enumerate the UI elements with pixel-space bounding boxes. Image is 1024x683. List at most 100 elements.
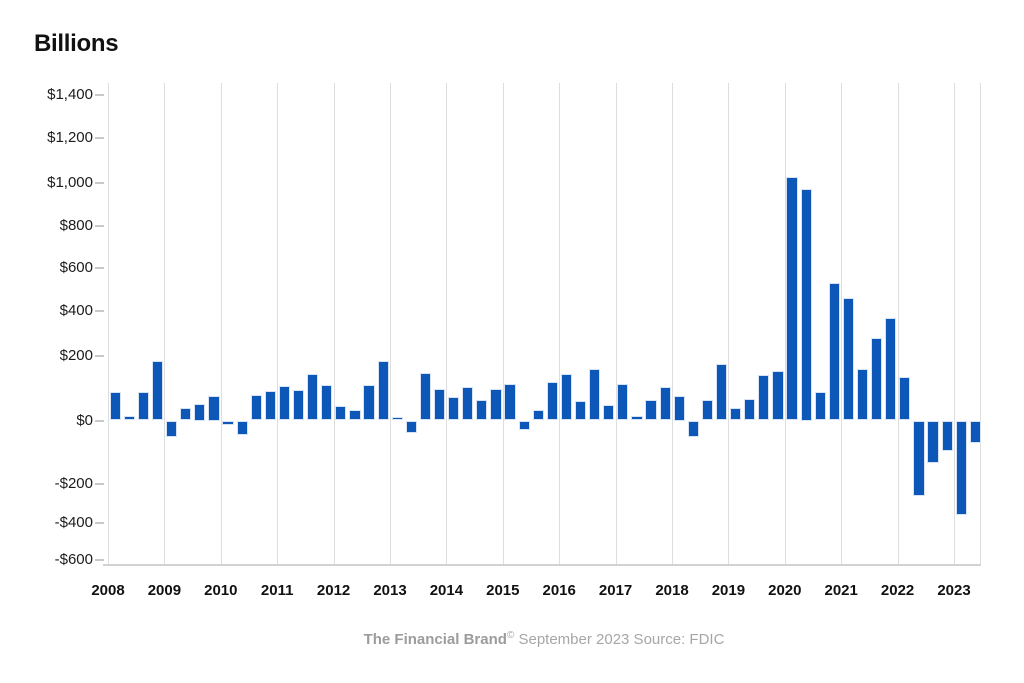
y-axis-tick — [95, 224, 104, 227]
x-axis-year-label: 2022 — [880, 582, 915, 599]
bar-2018-Q3 — [701, 400, 714, 421]
bar-2013-Q3 — [419, 373, 432, 421]
bar-2012-Q2 — [349, 409, 361, 421]
y-axis-tick — [95, 483, 104, 485]
gridline-year — [672, 83, 673, 564]
x-axis-year-label: 2016 — [542, 582, 576, 599]
x-axis-year-label: 2019 — [711, 582, 746, 599]
y-axis-tick — [95, 419, 104, 422]
bar-2020-Q4 — [828, 283, 840, 421]
bar-2021-Q3 — [871, 337, 883, 421]
bar-2011-Q2 — [292, 389, 305, 421]
gridline-year — [954, 83, 955, 564]
gridline-year — [559, 83, 561, 564]
bar-2017-Q1 — [617, 384, 629, 421]
gridline-year — [784, 83, 786, 564]
gridline-year — [446, 83, 448, 564]
bar-2008-Q3 — [137, 392, 150, 421]
bar-2022-Q3 — [927, 420, 939, 464]
bar-2008-Q4 — [151, 360, 164, 421]
x-axis-year-label: 2015 — [486, 582, 520, 599]
x-axis-line — [103, 563, 981, 566]
bar-2012-Q1 — [335, 406, 347, 421]
bar-2016-Q2 — [574, 401, 587, 421]
bar-2015-Q2 — [518, 420, 530, 431]
bar-2012-Q3 — [363, 385, 375, 421]
y-axis-tick — [95, 266, 104, 269]
y-axis-tick — [95, 310, 104, 312]
y-axis-tick-label: -$600 — [54, 551, 93, 568]
bar-2011-Q4 — [321, 384, 333, 421]
gridline-year — [108, 83, 109, 564]
y-axis-tick — [95, 355, 104, 357]
y-axis-tick — [95, 94, 104, 96]
gridline-year — [979, 83, 981, 564]
bar-2020-Q1 — [786, 176, 798, 421]
bar-2019-Q3 — [758, 375, 770, 421]
bar-2011-Q1 — [278, 386, 291, 421]
bar-2023-Q1 — [955, 420, 967, 516]
y-axis-tick — [95, 522, 104, 524]
bar-2016-Q3 — [589, 368, 601, 421]
bar-2021-Q1 — [842, 297, 855, 421]
chart-title: Billions — [34, 30, 119, 57]
bar-2014-Q1 — [448, 396, 460, 421]
bar-2013-Q2 — [405, 420, 417, 433]
y-axis-tick-label: $800 — [59, 216, 93, 234]
x-axis-year-label: 2021 — [824, 582, 858, 599]
footer: The Financial Brand© September 2023 Sour… — [108, 630, 980, 648]
bar-2010-Q1 — [222, 420, 234, 426]
brand-name: The Financial Brand — [363, 631, 507, 648]
y-axis-tick-label: $1,200 — [47, 129, 93, 146]
x-axis-year-label: 2008 — [91, 582, 125, 599]
gridline-year — [615, 83, 617, 564]
bar-2008-Q1 — [109, 392, 121, 421]
x-axis-year-label: 2018 — [655, 582, 689, 599]
bar-2019-Q1 — [730, 408, 742, 421]
y-axis-tick-label: $400 — [59, 302, 93, 319]
bar-2021-Q4 — [885, 318, 897, 421]
bar-2017-Q2 — [631, 415, 643, 421]
bar-2010-Q4 — [264, 391, 276, 421]
bar-2022-Q4 — [941, 420, 953, 451]
x-axis-year-label: 2020 — [768, 582, 802, 599]
bar-2011-Q3 — [307, 374, 319, 421]
y-axis-tick-label: $600 — [59, 258, 93, 276]
bar-2009-Q2 — [180, 407, 192, 421]
bar-2019-Q2 — [744, 399, 756, 421]
y-axis-tick-label: -$200 — [54, 475, 93, 492]
x-axis-year-label: 2009 — [147, 582, 182, 599]
x-axis-year-label: 2011 — [260, 582, 294, 599]
bar-2010-Q3 — [250, 395, 262, 421]
y-axis-tick-label: -$400 — [54, 514, 93, 531]
gridline-year — [164, 83, 166, 564]
bar-2013-Q1 — [391, 417, 403, 421]
bar-2015-Q1 — [504, 384, 516, 421]
bar-2017-Q3 — [645, 399, 657, 421]
y-axis-tick — [95, 137, 104, 139]
gridline-year — [277, 83, 279, 564]
gridline-year — [728, 83, 730, 564]
bar-2021-Q2 — [856, 369, 869, 421]
bar-2022-Q2 — [913, 420, 925, 496]
bar-2014-Q2 — [462, 386, 474, 421]
x-axis-year-label: 2013 — [373, 582, 407, 599]
bar-2020-Q3 — [814, 392, 826, 421]
gridline-year — [841, 83, 843, 564]
y-axis-tick — [95, 559, 104, 561]
bar-2017-Q4 — [659, 387, 671, 421]
gridline-year — [220, 83, 222, 564]
bar-2023-Q2 — [969, 420, 981, 444]
bar-2008-Q2 — [123, 416, 135, 421]
x-axis-year-label: 2017 — [598, 582, 633, 599]
footer-source-text: September 2023 Source: FDIC — [514, 631, 725, 648]
bar-2020-Q2 — [800, 189, 812, 421]
y-axis-tick-label: $1,400 — [47, 86, 93, 103]
bar-2012-Q4 — [377, 360, 389, 421]
gridline-year — [390, 83, 391, 564]
bar-2019-Q4 — [772, 370, 784, 421]
x-axis-year-label: 2010 — [204, 582, 238, 599]
x-axis-year-label: 2014 — [429, 582, 464, 599]
bar-2016-Q1 — [560, 374, 573, 421]
